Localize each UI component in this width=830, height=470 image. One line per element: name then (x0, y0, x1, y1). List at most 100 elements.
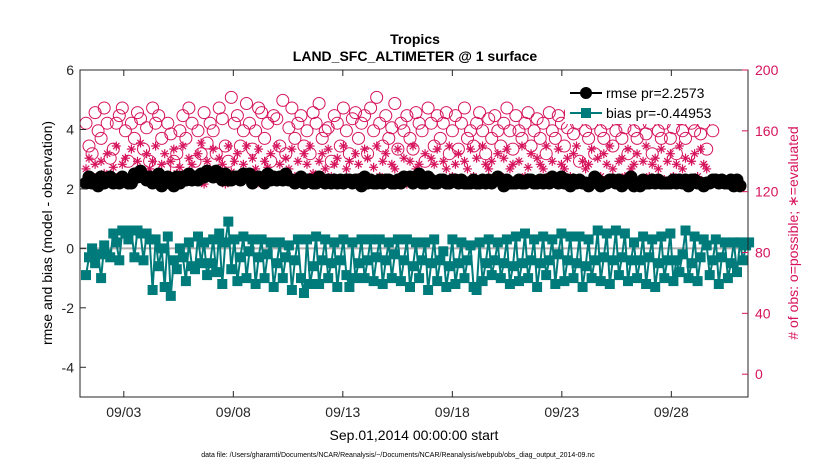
evaluated-obs-point (187, 159, 197, 169)
evaluated-obs-point (696, 144, 706, 154)
x-axis-label: Sep.01,2014 00:00:00 start (330, 427, 499, 443)
possible-obs-point (439, 106, 453, 120)
evaluated-obs-point (466, 144, 475, 154)
bias-point (356, 234, 367, 245)
evaluated-obs-point (305, 141, 315, 151)
bias-point (162, 231, 173, 242)
y-right-tick-label: 200 (755, 62, 779, 78)
bias-point (444, 261, 455, 272)
bias-point (296, 273, 306, 284)
evaluated-obs-point (369, 162, 379, 172)
evaluated-obs-point (662, 156, 672, 166)
possible-obs-point (579, 124, 593, 138)
bias-point (474, 237, 485, 248)
bias-point (126, 225, 137, 236)
possible-obs-point (203, 116, 217, 130)
bias-point (665, 228, 676, 239)
possible-obs-point (318, 124, 332, 138)
legend-bias-marker (581, 108, 591, 118)
evaluated-obs-point (223, 141, 233, 151)
bias-point (650, 282, 661, 292)
possible-obs-point (149, 116, 163, 130)
bias-point (517, 258, 527, 269)
evaluated-obs-point (120, 153, 130, 163)
possible-obs-point (339, 124, 353, 138)
bias-point (150, 234, 161, 245)
possible-obs-point (385, 121, 399, 135)
evaluated-obs-point (202, 156, 212, 166)
possible-obs-point (315, 131, 329, 145)
bias-point (598, 252, 609, 263)
bias-point (732, 267, 742, 278)
bias-point (199, 237, 210, 248)
bias-point (556, 228, 567, 239)
x-tick-label: 09/18 (435, 404, 470, 420)
possible-obs-point (230, 109, 244, 123)
bias-point (480, 258, 491, 269)
y-axis-label-left: rmse and bias (model - observation) (39, 121, 55, 345)
bias-point (368, 276, 379, 287)
evaluated-obs-point (344, 156, 354, 166)
bias-point (371, 252, 382, 263)
bias-point (459, 273, 470, 284)
bias-point (177, 252, 188, 263)
evaluated-obs-point (166, 156, 176, 166)
possible-obs-point (488, 109, 502, 123)
possible-obs-point (433, 131, 447, 145)
bias-point (462, 255, 473, 266)
possible-obs-point (436, 116, 450, 130)
possible-obs-point (379, 109, 393, 123)
bias-point (208, 234, 219, 245)
possible-obs-point (654, 131, 668, 145)
possible-obs-point (663, 131, 677, 145)
evaluated-obs-point (208, 144, 218, 154)
evaluated-obs-point (553, 144, 563, 154)
legend-box (565, 76, 745, 124)
evaluated-obs-point (656, 144, 666, 154)
possible-obs-point (424, 116, 438, 130)
bias-point (595, 276, 606, 287)
bias-point (616, 252, 627, 263)
possible-obs-point (533, 131, 547, 145)
possible-obs-point (285, 101, 299, 115)
bias-point (562, 255, 573, 266)
bias-point (329, 237, 340, 248)
bias-point (710, 234, 721, 245)
evaluated-obs-point (478, 141, 488, 151)
evaluated-obs-point (193, 149, 203, 159)
bias-point (535, 258, 546, 269)
evaluated-obs-point (323, 144, 333, 154)
possible-obs-point (521, 106, 535, 120)
bias-point (214, 228, 225, 239)
evaluated-obs-point (272, 141, 282, 151)
y-left-tick-label: 4 (66, 121, 74, 137)
bias-point (586, 273, 597, 284)
evaluated-obs-point (372, 141, 382, 151)
legend-bias-label: bias pr=-0.44953 (606, 105, 712, 121)
bias-point (87, 243, 98, 254)
bias-point (677, 249, 688, 260)
bias-point (362, 255, 373, 266)
bias-point (580, 261, 591, 272)
bias-point (725, 258, 736, 269)
bias-point (632, 273, 643, 284)
bias-point (568, 273, 579, 284)
possible-obs-point (170, 147, 184, 161)
bias-point (735, 237, 745, 248)
possible-obs-point (364, 101, 378, 115)
bias-point (398, 255, 409, 266)
bias-point (299, 288, 309, 298)
bias-point (289, 255, 300, 266)
bias-point (274, 237, 285, 248)
evaluated-obs-point (444, 141, 454, 151)
bias-point (223, 216, 234, 227)
bias-point (520, 228, 530, 239)
bias-point (241, 273, 252, 284)
evaluated-obs-point (493, 149, 503, 159)
possible-obs-point (679, 131, 692, 145)
legend-rmse-marker (580, 87, 592, 99)
bias-point (156, 243, 167, 254)
x-tick-label: 09/08 (216, 404, 251, 420)
bias-point (365, 234, 376, 245)
bias-point (141, 228, 152, 239)
